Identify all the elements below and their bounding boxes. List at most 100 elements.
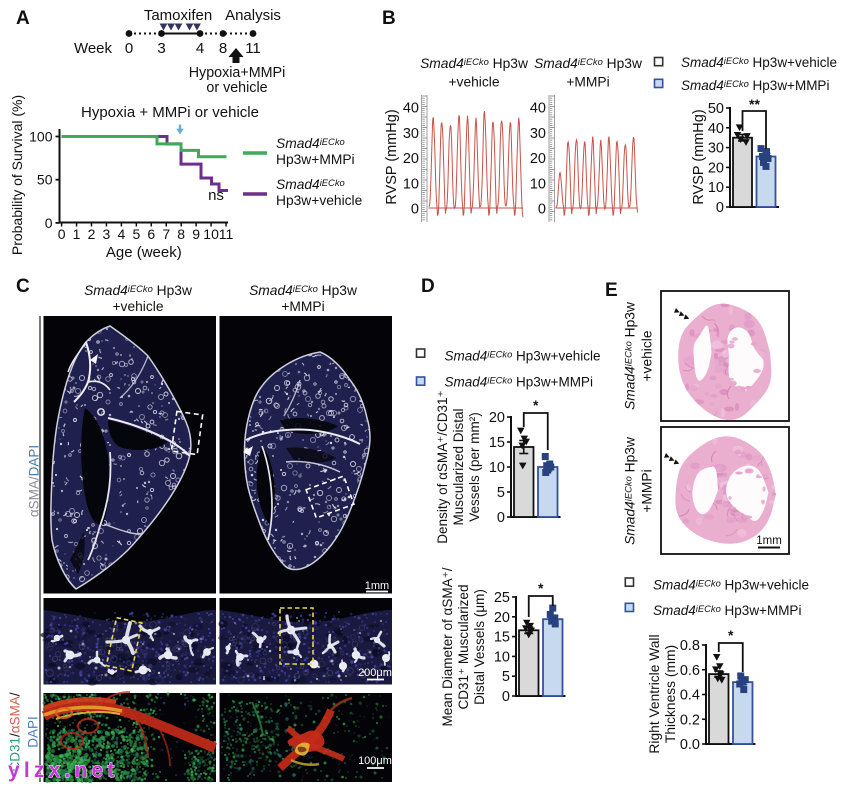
svg-text:DAPI: DAPI xyxy=(26,716,41,748)
svg-text:30: 30 xyxy=(530,126,546,142)
svg-text:Analysis: Analysis xyxy=(225,7,281,24)
svg-text:8: 8 xyxy=(219,40,227,57)
svg-text:Vessels (per mm²): Vessels (per mm²) xyxy=(467,412,482,522)
svg-text:10: 10 xyxy=(494,649,510,665)
svg-text:Smad4iECko Hp3w+vehicle: Smad4iECko Hp3w+vehicle xyxy=(445,348,601,363)
svg-text:B: B xyxy=(382,8,396,29)
svg-text:*: * xyxy=(728,627,734,643)
svg-text:Smad4iECko Hp3w: Smad4iECko Hp3w xyxy=(622,437,637,545)
svg-text:Smad4iECko Hp3w: Smad4iECko Hp3w xyxy=(622,302,637,410)
svg-text:40: 40 xyxy=(403,101,419,117)
svg-text:CD31⁺ Muscularized: CD31⁺ Muscularized xyxy=(456,585,471,710)
svg-text:Smad4iECko Hp3w+vehicle: Smad4iECko Hp3w+vehicle xyxy=(653,577,809,592)
svg-text:0.4: 0.4 xyxy=(680,688,700,704)
svg-text:50: 50 xyxy=(37,172,53,188)
svg-text:0: 0 xyxy=(497,510,505,526)
svg-text:6: 6 xyxy=(147,226,155,242)
svg-text:0.2: 0.2 xyxy=(680,712,700,728)
svg-text:*: * xyxy=(533,397,539,413)
svg-text:E: E xyxy=(605,280,618,301)
svg-text:Smad4iECko Hp3w: Smad4iECko Hp3w xyxy=(84,283,192,298)
svg-text:αSMA/DAPI: αSMA/DAPI xyxy=(27,445,42,517)
svg-text:9: 9 xyxy=(192,226,200,242)
svg-text:8: 8 xyxy=(177,226,185,242)
svg-text:10: 10 xyxy=(530,176,546,192)
svg-text:Smad4iECko: Smad4iECko xyxy=(276,136,345,151)
svg-text:+vehicle: +vehicle xyxy=(640,330,655,381)
svg-text:Smad4iECko Hp3w+MMPi: Smad4iECko Hp3w+MMPi xyxy=(681,78,829,93)
svg-text:4: 4 xyxy=(196,40,204,57)
svg-text:Density of αSMA⁺/CD31⁺: Density of αSMA⁺/CD31⁺ xyxy=(435,390,450,543)
svg-text:1: 1 xyxy=(73,226,81,242)
svg-text:10: 10 xyxy=(203,226,219,242)
svg-text:+vehicle: +vehicle xyxy=(112,299,163,314)
svg-text:3: 3 xyxy=(157,40,165,57)
svg-text:Distal Vessels (μm): Distal Vessels (μm) xyxy=(472,589,487,705)
svg-text:3: 3 xyxy=(103,226,111,242)
svg-text:40: 40 xyxy=(708,121,724,137)
svg-text:0.0: 0.0 xyxy=(680,737,700,753)
svg-text:Smad4iECko Hp3w+MMPi: Smad4iECko Hp3w+MMPi xyxy=(653,603,801,618)
svg-text:0: 0 xyxy=(45,215,53,231)
svg-text:10: 10 xyxy=(489,460,505,476)
svg-text:20: 20 xyxy=(708,160,724,176)
svg-text:0.8: 0.8 xyxy=(680,638,700,654)
svg-text:20: 20 xyxy=(494,610,510,626)
svg-text:CD31/αSMA/: CD31/αSMA/ xyxy=(8,692,23,771)
svg-text:10: 10 xyxy=(708,180,724,196)
svg-text:or vehicle: or vehicle xyxy=(206,80,267,96)
svg-text:5: 5 xyxy=(497,485,505,501)
svg-text:Smad4iECko Hp3w+MMPi: Smad4iECko Hp3w+MMPi xyxy=(445,374,593,389)
svg-text:200μm: 200μm xyxy=(358,667,392,679)
svg-text:Smad4iECko: Smad4iECko xyxy=(276,177,345,192)
svg-text:RVSP (mmHg): RVSP (mmHg) xyxy=(691,109,707,204)
svg-text:1mm: 1mm xyxy=(365,580,389,592)
svg-text:Hp3w+vehicle: Hp3w+vehicle xyxy=(276,193,363,208)
svg-text:+MMPi: +MMPi xyxy=(640,469,655,512)
svg-text:Muscularized Distal: Muscularized Distal xyxy=(451,408,466,525)
svg-text:Hypoxia + MMPi or vehicle: Hypoxia + MMPi or vehicle xyxy=(81,104,259,121)
svg-text:ns: ns xyxy=(208,187,224,204)
svg-text:1mm: 1mm xyxy=(756,535,782,547)
svg-text:50: 50 xyxy=(708,101,724,117)
svg-text:RVSP (mmHg): RVSP (mmHg) xyxy=(384,109,400,204)
svg-text:10: 10 xyxy=(403,176,419,192)
svg-text:Smad4iECko Hp3w: Smad4iECko Hp3w xyxy=(249,283,357,298)
svg-text:100: 100 xyxy=(29,129,53,145)
svg-text:Smad4iECko Hp3w: Smad4iECko Hp3w xyxy=(534,56,642,71)
svg-text:A: A xyxy=(16,8,30,29)
svg-text:20: 20 xyxy=(403,151,419,167)
svg-text:0: 0 xyxy=(411,202,419,218)
svg-text:25: 25 xyxy=(494,590,510,606)
svg-text:0: 0 xyxy=(125,40,133,57)
svg-text:100μm: 100μm xyxy=(358,755,392,767)
svg-text:Hp3w+MMPi: Hp3w+MMPi xyxy=(276,152,355,167)
svg-text:Smad4iECko Hp3w: Smad4iECko Hp3w xyxy=(420,56,528,71)
svg-text:30: 30 xyxy=(708,141,724,157)
svg-text:+MMPi: +MMPi xyxy=(566,75,609,90)
svg-text:20: 20 xyxy=(530,151,546,167)
svg-text:15: 15 xyxy=(489,435,505,451)
svg-text:7: 7 xyxy=(162,226,170,242)
svg-text:0.6: 0.6 xyxy=(680,663,700,679)
svg-text:Smad4iECko Hp3w+vehicle: Smad4iECko Hp3w+vehicle xyxy=(681,55,837,70)
svg-text:4: 4 xyxy=(118,226,126,242)
svg-text:C: C xyxy=(16,276,30,297)
svg-text:Hypoxia+MMPi: Hypoxia+MMPi xyxy=(189,65,286,81)
svg-text:40: 40 xyxy=(530,101,546,117)
svg-text:0: 0 xyxy=(58,226,66,242)
svg-text:Age (week): Age (week) xyxy=(106,244,182,261)
svg-text:Probability of Survival (%): Probability of Survival (%) xyxy=(9,95,25,255)
svg-text:Thickness (mm): Thickness (mm) xyxy=(663,645,678,743)
svg-text:15: 15 xyxy=(494,630,510,646)
svg-text:ylzx.net: ylzx.net xyxy=(8,759,119,782)
svg-text:D: D xyxy=(421,276,435,297)
svg-text:**: ** xyxy=(749,96,760,112)
svg-text:Right Ventricle Wall: Right Ventricle Wall xyxy=(647,634,662,753)
svg-text:20: 20 xyxy=(489,410,505,426)
svg-text:Tamoxifen: Tamoxifen xyxy=(144,7,212,24)
svg-text:0: 0 xyxy=(538,202,546,218)
svg-text:5: 5 xyxy=(132,226,140,242)
svg-text:30: 30 xyxy=(403,126,419,142)
svg-text:11: 11 xyxy=(245,40,261,57)
